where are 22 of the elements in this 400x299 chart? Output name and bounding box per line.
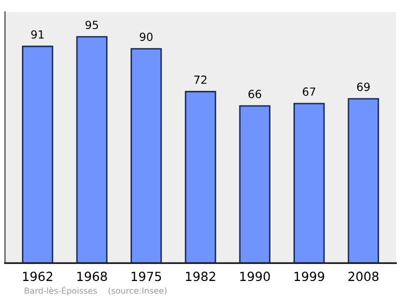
bar	[184, 90, 216, 264]
bar	[348, 98, 380, 264]
x-tick-label: 1968	[77, 272, 107, 282]
x-tick-label: 1990	[240, 272, 270, 282]
bar	[293, 102, 325, 264]
bar	[130, 48, 162, 264]
x-tick-label: 1982	[186, 272, 216, 282]
bar	[76, 36, 108, 264]
data-label: 91	[31, 30, 44, 39]
data-label: 67	[302, 87, 316, 96]
x-tick-label: 1999	[294, 272, 324, 282]
data-label: 66	[248, 90, 262, 98]
x-tick-label: 1975	[132, 272, 162, 282]
bar	[239, 105, 270, 264]
data-label: 69	[357, 82, 370, 92]
x-tick-label: 1962	[23, 272, 52, 282]
x-tick-label: 2008	[348, 272, 378, 282]
data-label: 72	[194, 76, 206, 84]
text: Bard-lès-Époisses (source:Insee)	[24, 286, 167, 296]
data-label: 95	[86, 20, 98, 30]
bar	[22, 46, 54, 264]
data-label: 90	[140, 32, 153, 42]
